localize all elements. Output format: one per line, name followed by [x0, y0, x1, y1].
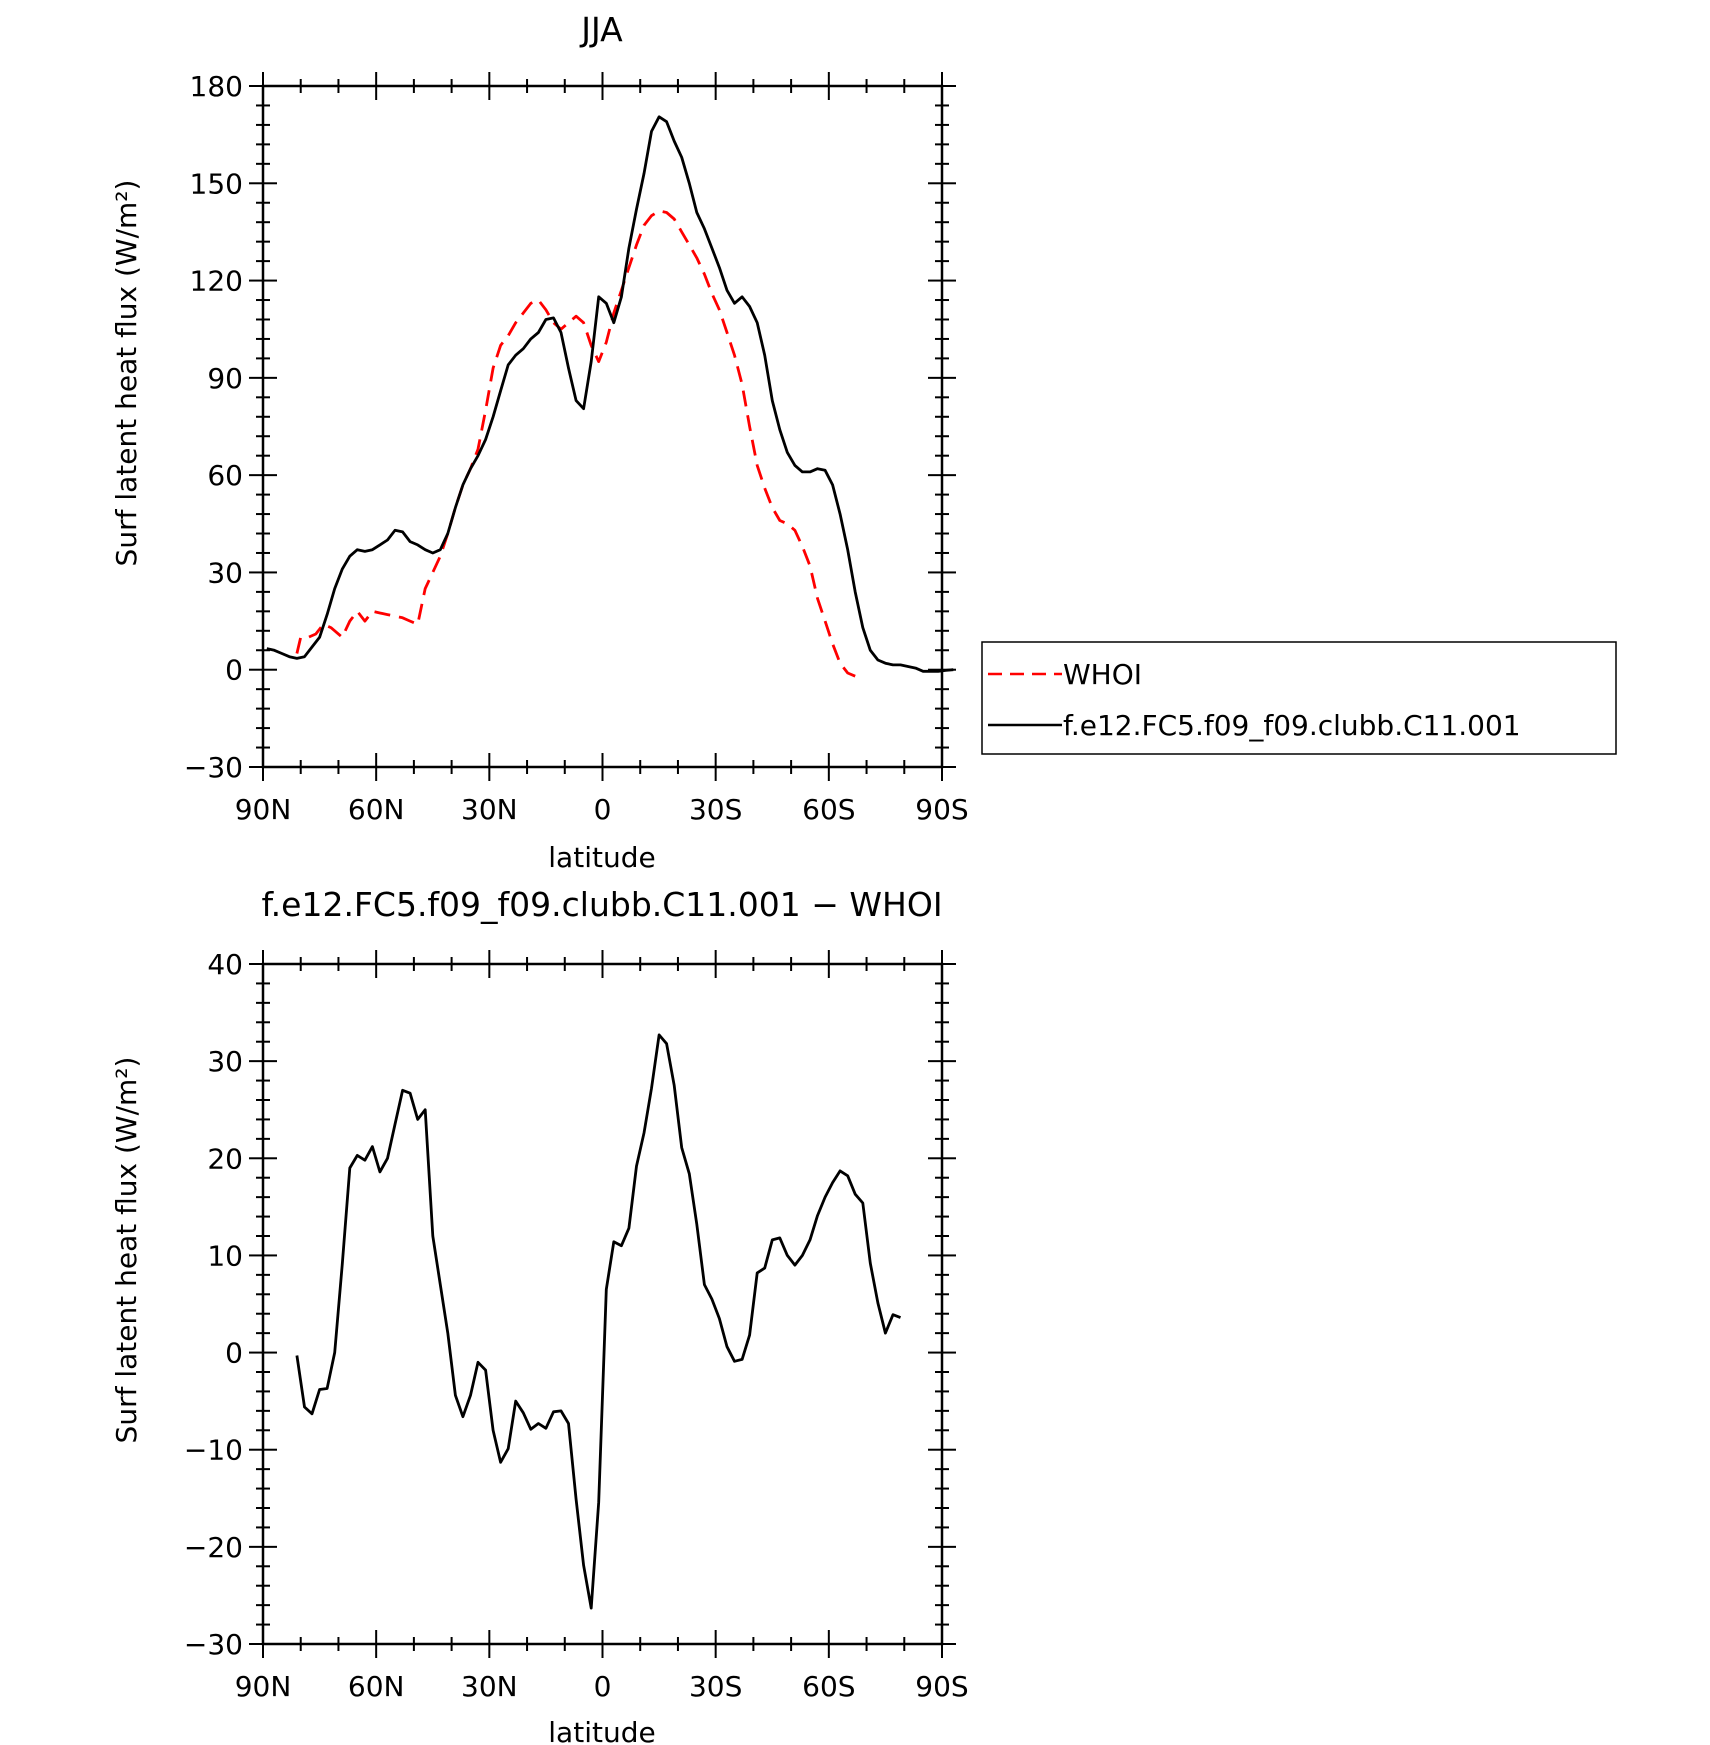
top-y-tick-label: 30 [207, 556, 243, 589]
bottom-y-tick-label: 10 [207, 1239, 243, 1272]
bottom-y-tick-label: 40 [207, 948, 243, 981]
top-x-tick-label: 30S [689, 793, 742, 826]
top-x-tick-label: 90S [915, 793, 968, 826]
bottom-y-tick-label: −10 [184, 1434, 243, 1467]
bottom-x-tick-label: 0 [594, 1670, 612, 1703]
bottom-y-tick-label: 30 [207, 1045, 243, 1078]
top-x-tick-label: 90N [235, 793, 292, 826]
bottom-chart-x-axis-label: latitude [548, 1716, 655, 1745]
top-series-line-0 [295, 209, 856, 678]
top-y-tick-label: 180 [190, 70, 243, 103]
top-chart-legend: WHOI f.e12.FC5.f09_f09.clubb.C11.001 [981, 641, 1617, 755]
bottom-x-tick-label: 60N [348, 1670, 405, 1703]
legend-label-model: f.e12.FC5.f09_f09.clubb.C11.001 [1063, 709, 1521, 742]
bottom-y-tick-label: 0 [225, 1337, 243, 1370]
top-chart-title: JJA [579, 10, 623, 49]
top-y-tick-label: 90 [207, 362, 243, 395]
top-chart-plot-area: −30 0 30 60 90 120 150 180 90N 60N 30N 0 30S 60S 90S [184, 70, 969, 826]
top-y-tick-label: 120 [190, 265, 243, 298]
top-chart-x-axis-label: latitude [548, 841, 655, 874]
bottom-x-tick-label: 60S [802, 1670, 855, 1703]
top-chart-frame [261, 84, 944, 769]
bottom-x-tick-label: 30N [461, 1670, 518, 1703]
bottom-chart-plot-area: −30 −20 −10 0 10 20 30 40 90N 60N 30N 0 30S 60S 90S [184, 948, 969, 1703]
top-chart-panel: JJA −30 0 30 60 90 120 150 180 90N 60N 30N 0 30S 60S 9… [110, 10, 969, 874]
top-y-tick-label: 150 [190, 167, 243, 200]
top-x-tick-label: 60N [348, 793, 405, 826]
top-y-tick-label: −30 [184, 751, 243, 784]
top-x-tick-label: 60S [802, 793, 855, 826]
top-x-tick-label: 0 [594, 793, 612, 826]
top-y-tick-label: 0 [225, 654, 243, 687]
legend-label-whoi: WHOI [1063, 658, 1142, 691]
bottom-y-tick-label: −30 [184, 1628, 243, 1661]
legend-box [981, 641, 1617, 755]
bottom-x-tick-label: 30S [689, 1670, 742, 1703]
top-series-line-1 [266, 115, 954, 673]
top-chart-y-axis-label: Surf latent heat flux (W/m²) [110, 180, 143, 567]
bottom-chart-title: f.e12.FC5.f09_f09.clubb.C11.001 − WHOI [261, 885, 942, 924]
bottom-x-tick-label: 90N [235, 1670, 292, 1703]
bottom-y-tick-label: −20 [184, 1531, 243, 1564]
bottom-x-tick-label: 90S [915, 1670, 968, 1703]
bottom-series-line-0 [295, 1033, 902, 1610]
top-x-tick-label: 30N [461, 793, 518, 826]
bottom-chart-panel: f.e12.FC5.f09_f09.clubb.C11.001 − WHOI −… [110, 885, 969, 1745]
bottom-chart-y-axis-label: Surf latent heat flux (W/m²) [110, 1057, 143, 1444]
bottom-chart-frame [261, 962, 944, 1646]
bottom-y-tick-label: 20 [207, 1142, 243, 1175]
top-y-tick-label: 60 [207, 459, 243, 492]
